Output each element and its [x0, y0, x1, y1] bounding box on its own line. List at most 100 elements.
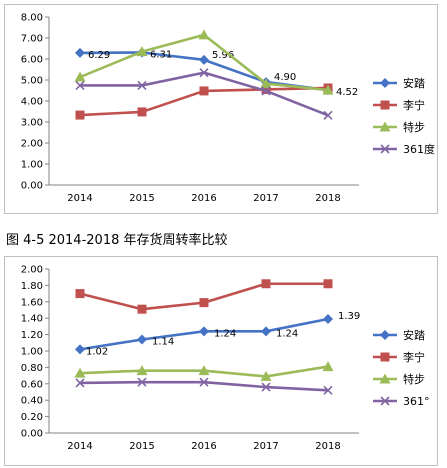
data-point: [323, 279, 333, 289]
x-tick-label: 2018: [315, 441, 340, 452]
data-label: 5.96: [212, 50, 234, 61]
x-tick-label: 2014: [67, 441, 92, 452]
data-label: 1.02: [86, 346, 108, 357]
y-tick-label: 8.00: [21, 13, 43, 24]
legend-marker: [380, 100, 390, 110]
data-point: [323, 314, 333, 325]
data-label: 4.52: [336, 87, 358, 98]
data-point: [261, 279, 271, 289]
data-point: [261, 84, 271, 94]
data-label: 6.31: [150, 49, 172, 60]
y-tick-label: 1.40: [21, 314, 43, 325]
data-point: [75, 378, 85, 388]
y-tick-label: 1.80: [21, 281, 43, 292]
data-point: [198, 365, 210, 376]
legend-label: 李宁: [403, 350, 425, 364]
data-point: [261, 86, 271, 96]
x-tick-label: 2015: [129, 193, 154, 204]
x-tick-label: 2018: [315, 193, 340, 204]
legend-marker: [380, 396, 390, 406]
data-point: [260, 370, 272, 381]
data-point: [198, 29, 210, 40]
x-tick-label: 2016: [191, 441, 216, 452]
legend-marker: [379, 373, 391, 384]
data-label: 1.24: [276, 328, 298, 339]
legend-label: 361°: [403, 395, 430, 408]
data-point: [199, 68, 209, 78]
legend-label: 李宁: [403, 98, 425, 112]
y-tick-label: 5.00: [21, 76, 43, 87]
turnover-chart-bottom: 0.00 0.20 0.40 0.60 0.80 1.00 1.20 1.40 1.60 1.80…: [21, 265, 430, 453]
legend-item: 安踏: [373, 76, 425, 90]
legend-item: 安踏: [373, 328, 425, 342]
data-point: [199, 54, 209, 65]
legend-marker: [380, 144, 390, 154]
y-tick-label: 0.00: [21, 429, 43, 440]
data-point: [137, 334, 147, 345]
legend-item: 李宁: [373, 98, 425, 112]
legend-marker: [379, 121, 391, 132]
data-point: [261, 382, 271, 392]
data-label: 1.24: [214, 328, 236, 339]
legend-item: 特步: [373, 120, 425, 134]
legend-item: 361°: [373, 395, 430, 408]
y-tick-label: 0.20: [21, 412, 43, 423]
y-tick-label: 2.00: [21, 139, 43, 150]
legend-marker: [380, 352, 390, 362]
y-tick-label: 1.20: [21, 330, 43, 341]
data-point: [75, 110, 85, 120]
legend-item: 361度: [373, 142, 435, 156]
series-3: [74, 361, 334, 381]
data-point: [137, 377, 147, 387]
series-3: [74, 29, 334, 95]
series-4: [75, 377, 333, 395]
y-tick-label: 1.00: [21, 347, 43, 358]
data-label: 1.39: [338, 311, 360, 322]
legend-label: 特步: [403, 120, 425, 134]
y-tick-label: 3.00: [21, 118, 43, 129]
series-2: [75, 279, 333, 314]
data-point: [74, 71, 86, 82]
y-tick-label: 1.00: [21, 160, 43, 171]
legend-label: 安踏: [403, 76, 425, 90]
data-point: [137, 107, 147, 117]
data-point: [75, 344, 85, 355]
data-point: [323, 385, 333, 395]
x-tick-label: 2016: [191, 193, 216, 204]
data-point: [75, 47, 85, 58]
data-point: [261, 326, 271, 337]
legend-label: 特步: [403, 372, 425, 386]
y-tick-label: 2.00: [21, 265, 43, 276]
legend-marker: [380, 78, 390, 88]
data-point: [74, 367, 86, 378]
series-line: [79, 380, 329, 392]
legend-label: 361度: [403, 142, 435, 156]
x-tick-label: 2015: [129, 441, 154, 452]
data-point: [199, 298, 209, 308]
chart-panel-top: 0.00 1.00 2.00 3.00 4.00 5.00 6.00 7.00 8.00 2014…: [4, 4, 438, 214]
legend-label: 安踏: [403, 328, 425, 342]
x-tick-label: 2017: [253, 441, 278, 452]
data-label: 4.90: [274, 72, 296, 83]
y-tick-label: 4.00: [21, 97, 43, 108]
data-point: [199, 86, 209, 96]
data-label: 1.14: [152, 337, 174, 348]
y-tick-label: 0.40: [21, 396, 43, 407]
data-point: [136, 46, 148, 57]
inventory-turnover-chart-top: 0.00 1.00 2.00 3.00 4.00 5.00 6.00 7.00 8.00 2014…: [21, 13, 435, 205]
data-point: [260, 78, 272, 89]
y-tick-label: 0.60: [21, 379, 43, 390]
data-point: [199, 377, 209, 387]
y-tick-label: 1.60: [21, 297, 43, 308]
data-point: [75, 289, 85, 299]
legend-item: 李宁: [373, 350, 425, 364]
data-point: [322, 84, 334, 95]
data-point: [323, 110, 333, 120]
x-tick-label: 2017: [253, 193, 278, 204]
y-tick-label: 6.00: [21, 55, 43, 66]
data-point: [137, 80, 147, 91]
y-tick-label: 0.00: [21, 181, 43, 192]
data-point: [137, 304, 147, 314]
data-point: [136, 365, 148, 376]
series-1: 1.02 1.14 1.24 1.24 1.39: [75, 311, 360, 357]
